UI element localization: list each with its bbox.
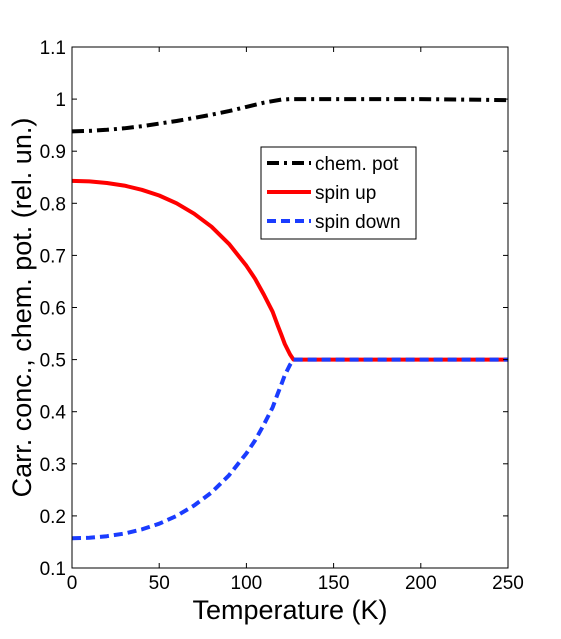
series-line-spin-down xyxy=(71,357,508,541)
x-tick-label: 150 xyxy=(318,573,350,594)
legend-label: spin up xyxy=(315,183,376,204)
y-tick-label: 0.6 xyxy=(40,299,66,320)
plot-background xyxy=(72,47,508,568)
x-tick-label: 0 xyxy=(67,573,78,594)
y-tick-label: 0.8 xyxy=(40,194,66,215)
y-tick-label: 0.4 xyxy=(40,403,67,424)
x-tick-label: 200 xyxy=(405,573,437,594)
series-line-chem-pot xyxy=(71,97,509,134)
y-tick-label: 1.1 xyxy=(40,38,66,59)
y-tick-label: 0.1 xyxy=(40,559,66,580)
x-tick-label: 250 xyxy=(492,573,524,594)
y-tick-label: 0.7 xyxy=(40,246,66,267)
x-tick-label: 50 xyxy=(149,573,170,594)
legend-label: chem. pot xyxy=(315,154,399,175)
legend: chem. pot spin up spin down xyxy=(260,146,417,240)
y-tick-label: 0.9 xyxy=(40,142,66,163)
y-tick-label: 0.3 xyxy=(40,455,66,476)
x-tick-label: 100 xyxy=(231,573,263,594)
x-axis-title: Temperature (K) xyxy=(192,595,387,625)
legend-label: spin down xyxy=(315,212,401,233)
y-tick-label: 0.5 xyxy=(40,351,66,372)
y-tick-label: 0.2 xyxy=(40,507,66,528)
tick-layer: 0 50 100 150 200 250 0.1 0.2 0.3 0.4 0.5 0.6 0.7 0.8 0… xyxy=(40,38,524,594)
y-axis-title: Carr. conc., chem. pot. (rel. un.) xyxy=(7,118,37,498)
y-tick-label: 1 xyxy=(55,90,66,111)
series-line-spin-up xyxy=(71,178,508,362)
series-layer xyxy=(71,97,509,541)
